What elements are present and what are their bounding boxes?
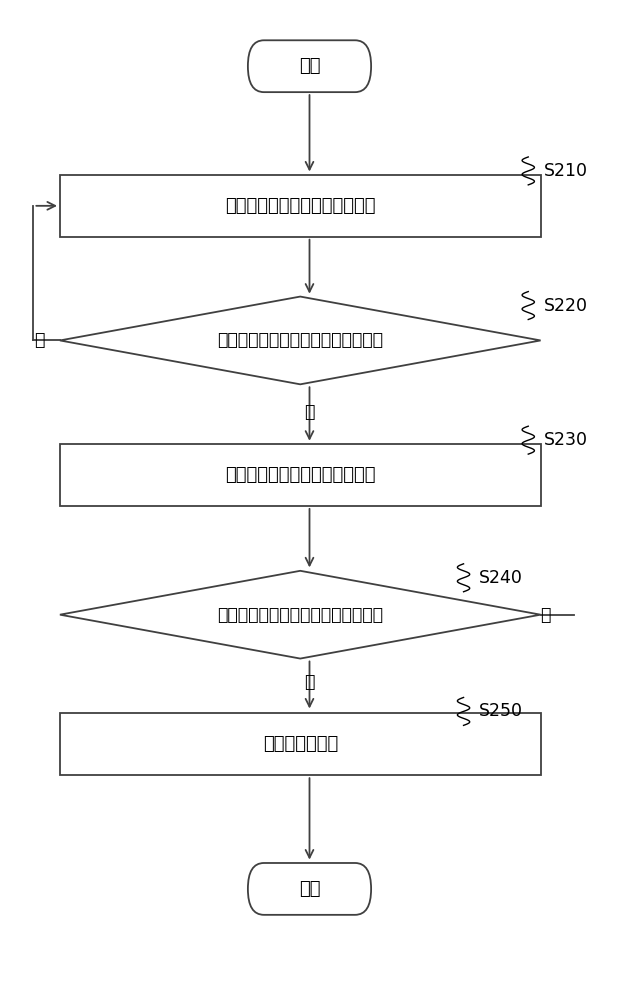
Text: S230: S230 [543, 431, 587, 449]
Text: S220: S220 [543, 297, 587, 315]
Text: 检测微波炉的微波源的反射功率: 检测微波炉的微波源的反射功率 [225, 466, 376, 484]
Text: 微波源的入射功率大于入射功率阈值: 微波源的入射功率大于入射功率阈值 [217, 331, 383, 349]
FancyBboxPatch shape [248, 863, 371, 915]
Text: S240: S240 [479, 569, 523, 587]
Bar [60, 713, 540, 775]
Text: 检测微波炉的微波源的入射功率: 检测微波炉的微波源的入射功率 [225, 197, 376, 215]
Text: S210: S210 [543, 162, 587, 180]
Polygon shape [60, 297, 540, 384]
Text: 是: 是 [305, 403, 314, 421]
Text: 否: 否 [540, 606, 550, 624]
Text: 确定微波炉空载: 确定微波炉空载 [262, 735, 338, 753]
Text: 否: 否 [35, 331, 45, 349]
Text: 开始: 开始 [299, 57, 320, 75]
Polygon shape [60, 571, 540, 659]
FancyBboxPatch shape [248, 40, 371, 92]
Text: 微波源的反射功率大于反射功率阈值: 微波源的反射功率大于反射功率阈值 [217, 606, 383, 624]
Text: S250: S250 [479, 702, 523, 720]
Bar [60, 444, 540, 506]
Text: 结束: 结束 [299, 880, 320, 898]
Bar [60, 175, 540, 237]
Text: 是: 是 [305, 673, 314, 691]
